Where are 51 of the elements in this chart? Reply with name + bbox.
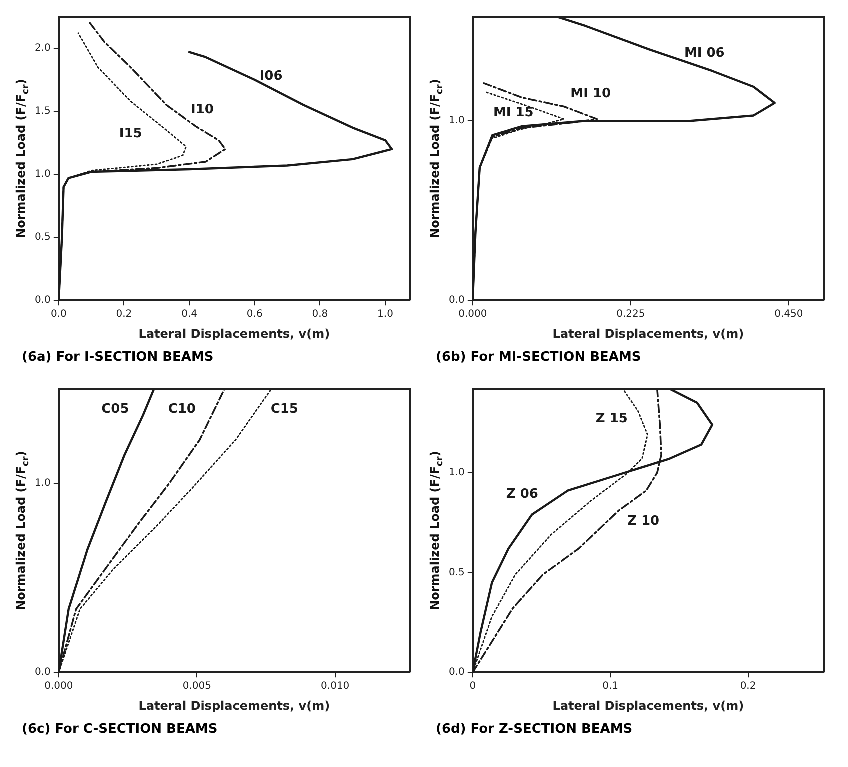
series-label: Z 06 [506,487,538,502]
x-tick-label: 0.8 [312,309,328,320]
x-tick-label: 0.4 [182,309,198,320]
series-label: MI 15 [493,106,534,121]
x-tick-label: 0.010 [321,681,350,692]
x-tick-label: 0.000 [458,309,488,320]
x-tick-label: 0.000 [44,681,74,692]
series-label: C05 [102,402,130,418]
series-label: I15 [119,126,142,142]
y-tick-label: 2.0 [34,43,51,54]
series-label: I10 [191,102,214,118]
y-tick-label: 0.5 [448,567,465,578]
series-label: MI 06 [684,46,725,62]
x-tick-label: 0 [470,681,476,692]
y-tick-label: 1.0 [34,169,51,180]
y-tick-label: 0.5 [34,232,51,244]
series-label: C10 [168,402,196,418]
series-label: Z 15 [596,411,628,426]
text: (6b) For MI-SECTION BEAMS [436,350,642,365]
series-label: MI 10 [570,86,612,102]
x-axis-title: Lateral Displacements, v(m) [552,326,744,341]
x-tick-label: 0.2 [740,681,756,692]
x-axis-title: Lateral Displacements, v(m) [552,698,744,713]
text: (6a) For I-SECTION BEAMS [22,350,215,365]
y-axis-title: Normalized Load (F/Fcr) [428,451,446,610]
y-tick-label: 0.0 [34,295,51,306]
series-label: Z 10 [628,514,660,530]
x-tick-label: 0.0 [50,309,67,320]
x-axis-title: Lateral Displacements, v(m) [138,326,330,341]
x-axis-title: Lateral Displacements, v(m) [138,698,330,713]
y-tick-label: 0.0 [448,295,465,306]
y-tick-label: 0.0 [448,667,465,678]
x-tick-label: 0.005 [182,681,212,692]
y-tick-label: 0.0 [34,667,51,678]
series-label: C15 [270,402,298,418]
y-tick-label: 1.5 [34,106,51,118]
y-tick-label: 1.0 [448,116,465,127]
text: (6c) For C-SECTION BEAMS [22,722,219,737]
y-axis-title: Normalized Load (F/Fcr) [428,79,446,238]
x-tick-label: 0.6 [246,309,263,320]
x-tick-label: 0.450 [774,309,804,320]
y-tick-label: 1.0 [34,478,51,490]
y-axis-title: Normalized Load (F/Fcr) [14,79,32,238]
x-tick-label: 0.225 [616,309,646,320]
y-tick-label: 1.0 [448,467,465,478]
x-tick-label: 0.1 [602,681,619,692]
y-axis-title: Normalized Load (F/Fcr) [14,451,32,610]
x-tick-label: 0.2 [116,309,132,320]
series-label: I06 [260,68,283,84]
x-tick-label: 1.0 [378,309,394,320]
text: (6d) For Z-SECTION BEAMS [436,722,634,737]
